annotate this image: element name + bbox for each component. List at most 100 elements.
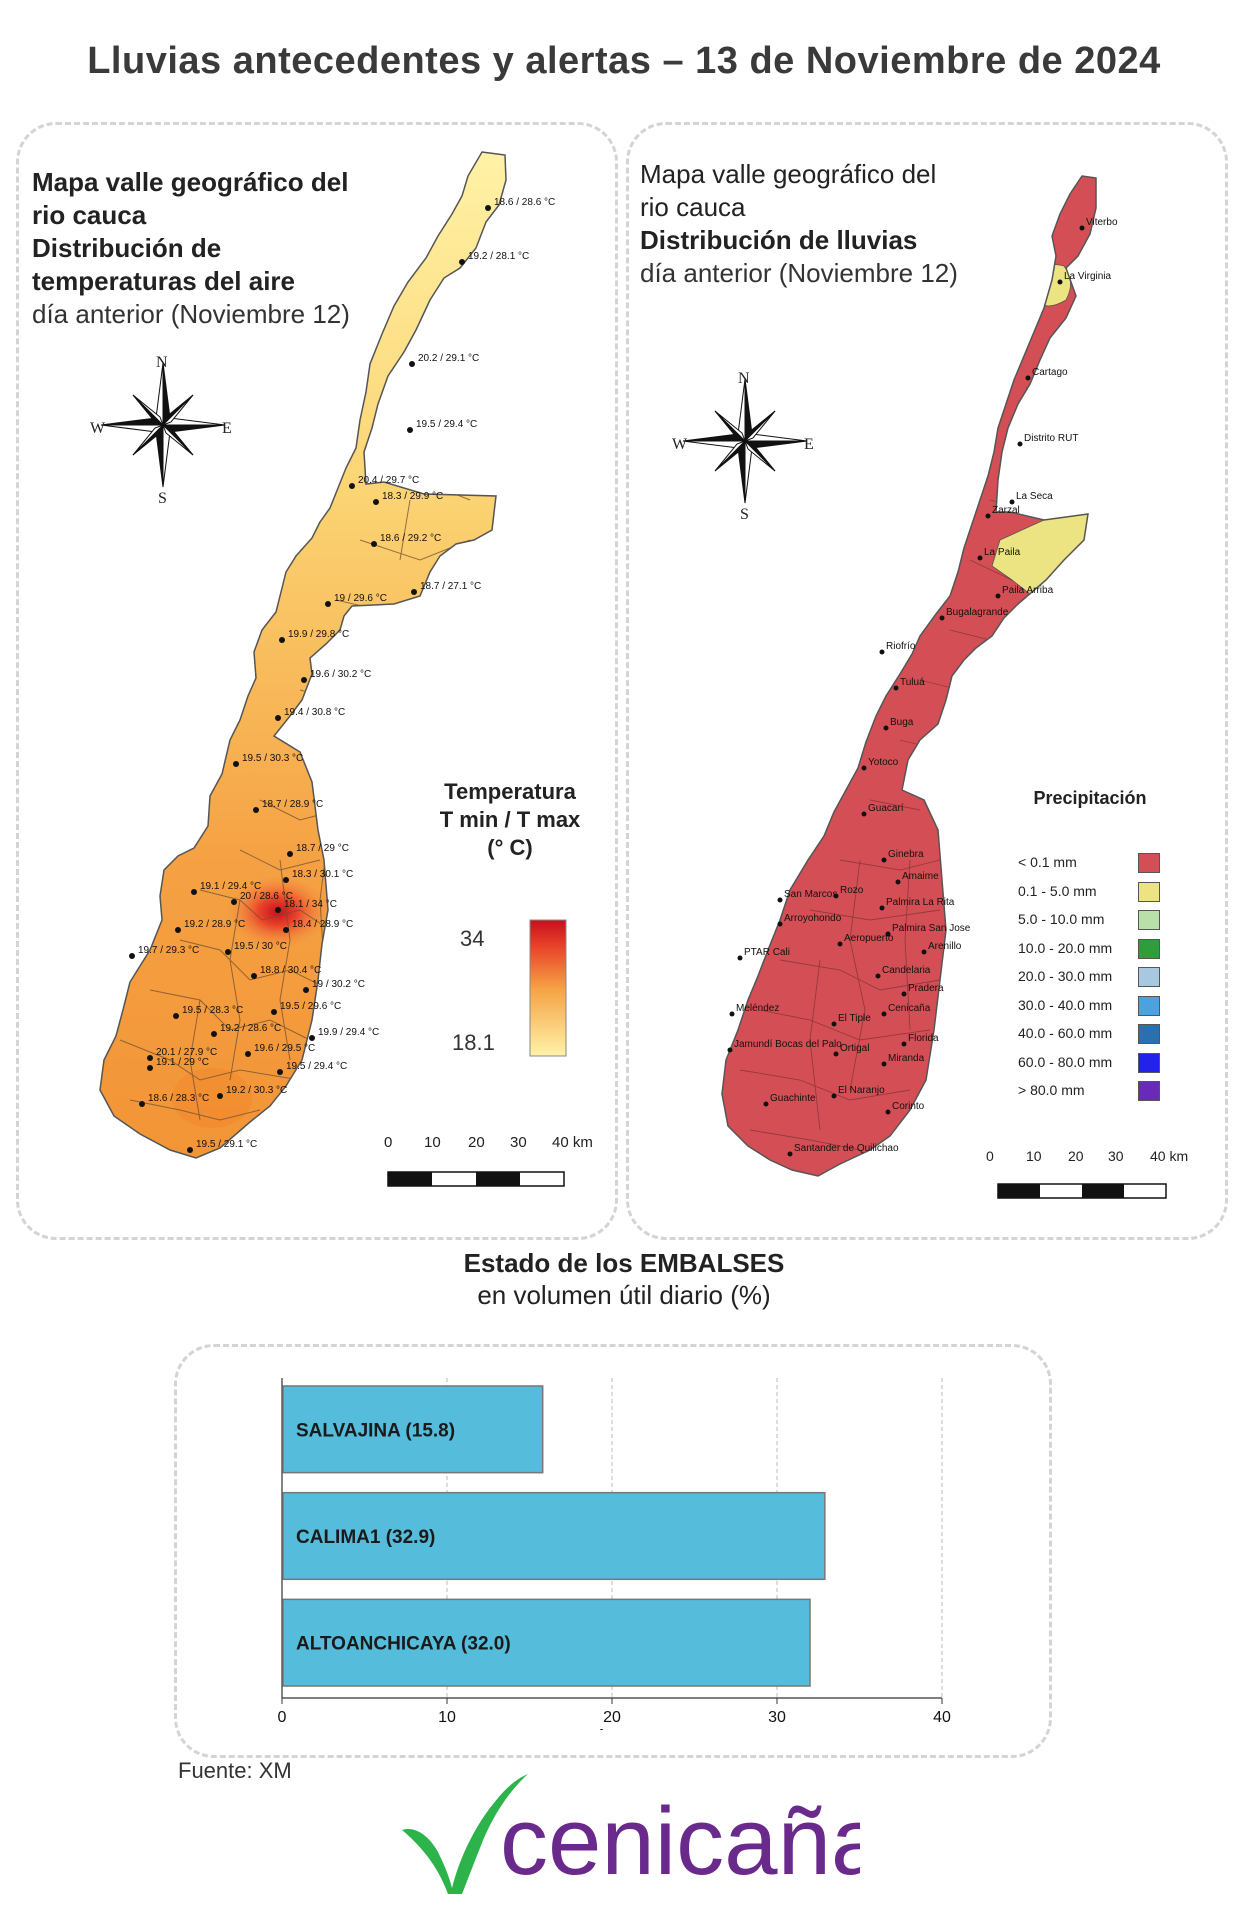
rainfall-map-panel — [626, 122, 1228, 1240]
reservoir-bar-chart: 0 10 20 30 40 SALVAJINA (15.8) CALIMA1 (32.9) A… — [278, 1378, 951, 1730]
bar-label: ALTOANCHICAYA (32.0) — [296, 1634, 511, 1655]
station-marker — [283, 877, 289, 883]
compass-e: E — [804, 436, 814, 453]
precip-legend-swatch — [1138, 995, 1160, 1016]
place-label: Jamundí Bocas del Palo — [734, 1039, 842, 1050]
compass-s: S — [740, 506, 749, 523]
station-marker — [129, 953, 135, 959]
station-marker — [279, 637, 285, 643]
precip-legend-swatch — [1138, 853, 1160, 873]
place-marker — [1057, 279, 1063, 285]
logo-wordmark: cenicaña — [500, 1788, 860, 1895]
station-label: 18.4 / 28.9 °C — [292, 919, 353, 930]
station-marker — [325, 601, 331, 607]
place-marker — [901, 991, 907, 997]
station-label: 20.2 / 29.1 °C — [418, 353, 479, 364]
bar-label: CALIMA1 (32.9) — [296, 1527, 435, 1548]
reservoirs-title: Estado de los EMBALSES — [463, 1248, 785, 1278]
precip-legend-label: > 80.0 mm — [1018, 1082, 1085, 1098]
precip-legend-label: 20.0 - 30.0 mm — [1018, 968, 1113, 984]
place-marker — [883, 725, 889, 731]
place-marker — [727, 1047, 733, 1053]
place-marker — [893, 685, 899, 691]
place-marker — [1009, 499, 1015, 505]
temp-scale-labels: 0 10 20 30 40 km — [384, 1134, 593, 1151]
compass-n: N — [738, 370, 750, 387]
temperature-map-title: Mapa valle geográfico del rio cauca Dist… — [32, 166, 350, 331]
place-label: PTAR Cali — [744, 947, 790, 958]
compass-e: E — [222, 420, 232, 437]
station-label: 19.5 / 29.1 °C — [196, 1139, 257, 1150]
place-label: Ginebra — [888, 849, 924, 860]
place-label: La Paila — [984, 547, 1021, 558]
place-label: Arenillo — [928, 941, 962, 952]
station-marker — [459, 259, 465, 265]
place-label: Florida — [908, 1033, 939, 1044]
rainfall-map-title: Mapa valle geográfico del rio cauca Dist… — [640, 158, 958, 290]
temp-legend-line-1: Temperatura — [444, 779, 576, 804]
station-marker — [275, 715, 281, 721]
x-axis-label: Volumen Útil Diario (%) — [519, 1729, 706, 1730]
station-marker — [187, 1147, 193, 1153]
station-label: 19 / 29.6 °C — [334, 593, 387, 604]
rain-title-line-1: Mapa valle geográfico del — [640, 159, 937, 189]
place-label: Buga — [890, 717, 914, 728]
station-label: 20.4 / 29.7 °C — [358, 475, 419, 486]
station-marker — [147, 1065, 153, 1071]
station-marker — [147, 1055, 153, 1061]
place-label: Rozo — [840, 885, 864, 896]
place-marker — [895, 879, 901, 885]
place-label: Miranda — [888, 1053, 925, 1064]
station-marker — [231, 899, 237, 905]
temp-legend-min: 18.1 — [452, 1030, 495, 1055]
place-label: Distrito RUT — [1024, 433, 1078, 444]
compass-rose-icon — [100, 362, 226, 488]
place-marker — [833, 1051, 839, 1057]
station-label: 19.9 / 29.8 °C — [288, 629, 349, 640]
precip-legend-label: 0.1 - 5.0 mm — [1018, 882, 1097, 899]
place-marker — [881, 1061, 887, 1067]
place-marker — [901, 1041, 907, 1047]
place-marker — [861, 765, 867, 771]
station-label: 19.2 / 30.3 °C — [226, 1085, 287, 1096]
temp-scale-bar — [387, 1171, 565, 1187]
station-label: 19.1 / 29.4 °C — [200, 881, 261, 892]
place-marker — [939, 615, 945, 621]
temperature-map-panel — [16, 122, 618, 1240]
place-marker — [1017, 441, 1023, 447]
place-marker — [885, 931, 891, 937]
station-label: 19.2 / 28.9 °C — [184, 919, 245, 930]
place-marker — [885, 1109, 891, 1115]
station-marker — [277, 1069, 283, 1075]
station-label: 20 / 28.6 °C — [240, 891, 293, 902]
station-marker — [303, 987, 309, 993]
station-marker — [175, 927, 181, 933]
place-label: El Naranjo — [838, 1085, 885, 1096]
compass-n: N — [156, 354, 168, 371]
bar-label: SALVAJINA (15.8) — [296, 1420, 455, 1441]
x-tick-label: 20 — [603, 1709, 621, 1726]
page-title: Lluvias antecedentes y alertas – 13 de N… — [87, 40, 1161, 82]
station-marker — [349, 483, 355, 489]
precip-legend-label: 40.0 - 60.0 mm — [1018, 1025, 1113, 1041]
station-label: 19.2 / 28.1 °C — [468, 251, 529, 262]
station-label: 18.1 / 34 °C — [284, 899, 337, 910]
rain-title-bold: Distribución de lluvias — [640, 225, 918, 255]
compass-w: W — [672, 436, 688, 453]
precip-legend-swatch — [1138, 1024, 1160, 1044]
station-label: 20.1 / 27.9 °C — [156, 1047, 217, 1058]
rain-title-line-2: rio cauca — [640, 192, 746, 222]
place-marker — [777, 921, 783, 927]
station-marker — [245, 1051, 251, 1057]
station-label: 19.5 / 29.4 °C — [286, 1061, 347, 1072]
station-label: 18.7 / 28.9 °C — [262, 799, 323, 810]
station-label: 18.6 / 28.3 °C — [148, 1093, 209, 1104]
place-label: Yotoco — [868, 757, 899, 768]
precipitation-legend-title: Precipitación — [1033, 788, 1147, 808]
station-marker — [373, 499, 379, 505]
place-label: Cartago — [1032, 367, 1068, 378]
station-label: 18.3 / 29.9 °C — [382, 491, 443, 502]
temp-legend-max: 34 — [460, 926, 485, 951]
place-marker — [777, 897, 783, 903]
station-marker — [233, 761, 239, 767]
